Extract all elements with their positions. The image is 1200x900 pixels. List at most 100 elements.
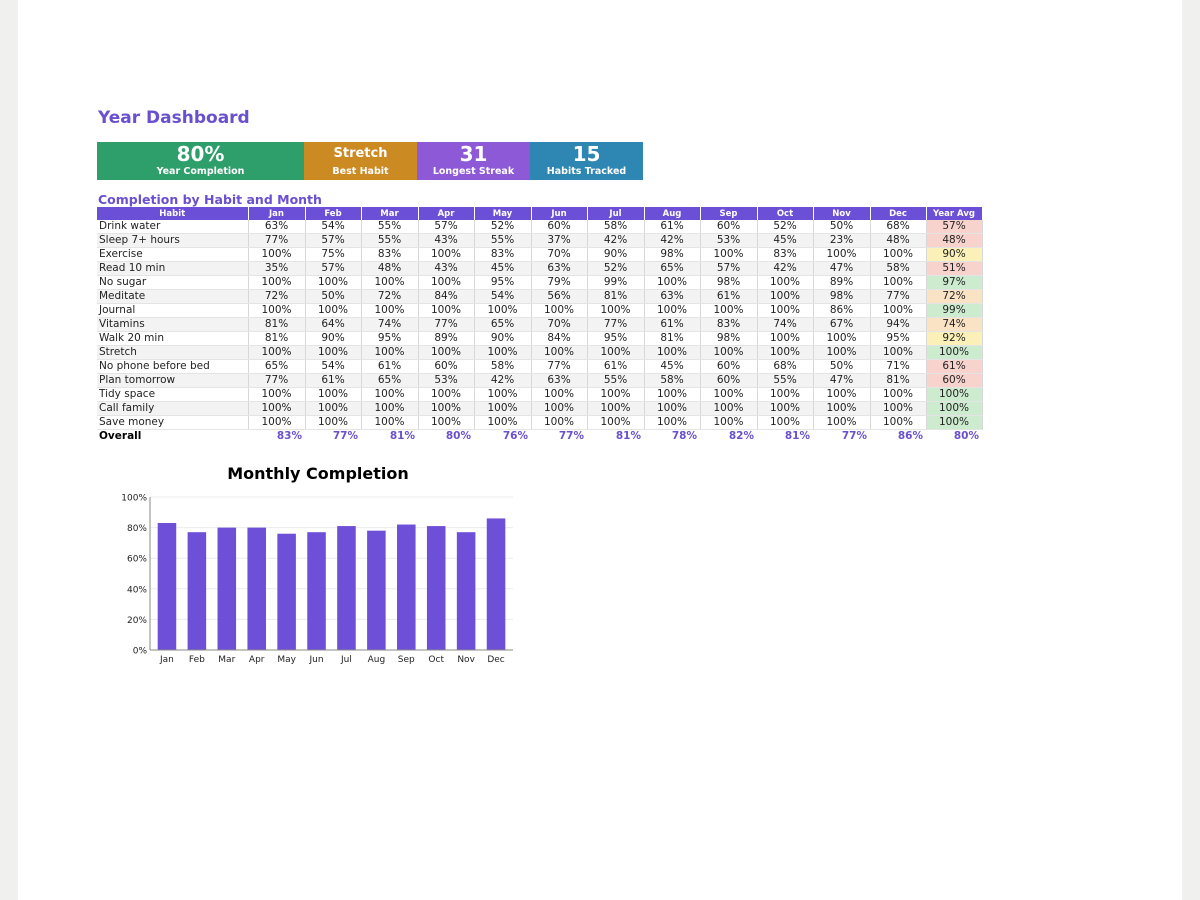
year-avg-cell: 74%: [926, 317, 983, 332]
chart-bar: [397, 524, 416, 650]
month-cell: 63%: [248, 220, 306, 234]
month-cell: 100%: [644, 415, 701, 430]
month-cell: 42%: [757, 261, 814, 276]
month-cell: 89%: [813, 275, 871, 290]
month-cell: 100%: [531, 387, 588, 402]
year-avg-cell: 100%: [926, 401, 983, 416]
monthly-completion-chart: Monthly Completion 0% 20% 40% 60% 80% 100% Jan…: [121, 464, 513, 665]
kpi-year-completion: 80% Year Completion: [97, 142, 304, 180]
chart-bar: [217, 527, 237, 650]
month-cell: 100%: [531, 345, 588, 360]
kpi-row: 80% Year Completion Stretch Best Habit 3…: [97, 142, 643, 180]
year-avg-cell: 92%: [926, 331, 983, 346]
month-cell: 37%: [531, 233, 588, 248]
kpi-habits-tracked: 15 Habits Tracked: [530, 142, 643, 180]
month-cell: 100%: [813, 401, 871, 416]
month-cell: 100%: [248, 387, 306, 402]
month-cell: 100%: [644, 401, 701, 416]
habit-name: Read 10 min: [97, 261, 249, 276]
month-cell: 100%: [813, 387, 871, 402]
month-cell: 35%: [248, 261, 306, 276]
x-tick-label: Jul: [340, 655, 352, 665]
table-header-row: Habit Jan Feb Mar Apr May Jun Jul Aug Sep Oct Nov De…: [97, 207, 983, 220]
month-cell: 100%: [757, 401, 814, 416]
month-cell: 100%: [361, 387, 419, 402]
month-cell: 100%: [361, 303, 419, 318]
overall-cell: 78%: [671, 430, 697, 442]
month-cell: 95%: [361, 331, 419, 346]
table-row: No phone before bed 65% 54% 61% 60% 58% 77% 61%…: [97, 359, 983, 374]
month-cell: 42%: [587, 233, 645, 248]
overall-cell: 77%: [841, 430, 867, 442]
year-avg-cell: 100%: [926, 387, 983, 402]
year-avg-cell: 61%: [926, 359, 983, 374]
y-tick-label: 20%: [127, 616, 147, 626]
habit-name: Tidy space: [97, 387, 249, 402]
table-row: Exercise 100% 75% 83% 100% 83% 70% 90% 98% 100% 83…: [97, 247, 983, 262]
month-cell: 74%: [361, 317, 419, 332]
overall-row: Overall 83% 77% 81% 80% 76% 77% 81% 78% 82% 81% 77%…: [97, 430, 982, 444]
month-cell: 83%: [474, 247, 532, 262]
month-cell: 77%: [587, 317, 645, 332]
chart-bars: [157, 518, 506, 650]
month-cell: 100%: [870, 401, 927, 416]
month-cell: 100%: [644, 303, 701, 318]
year-avg-cell: 100%: [926, 345, 983, 360]
month-cell: 60%: [700, 373, 758, 388]
month-cell: 100%: [474, 415, 532, 430]
month-cell: 83%: [361, 247, 419, 262]
month-cell: 99%: [587, 275, 645, 290]
overall-label: Overall: [99, 430, 142, 442]
month-cell: 58%: [587, 220, 645, 234]
column-header: Apr: [418, 207, 475, 220]
table-title: Completion by Habit and Month: [98, 192, 322, 207]
table-row: Journal 100% 100% 100% 100% 100% 100% 100% 100% 1…: [97, 303, 983, 318]
column-header: Dec: [870, 207, 927, 220]
kpi-longest-streak: 31 Longest Streak: [417, 142, 530, 180]
month-cell: 64%: [305, 317, 362, 332]
month-cell: 60%: [700, 359, 758, 374]
month-cell: 100%: [757, 415, 814, 430]
year-avg-cell: 60%: [926, 373, 983, 388]
chart-bar: [337, 526, 356, 650]
month-cell: 54%: [305, 220, 362, 234]
column-header: Jan: [248, 207, 306, 220]
month-cell: 53%: [700, 233, 758, 248]
month-cell: 98%: [644, 247, 701, 262]
month-cell: 58%: [474, 359, 532, 374]
month-cell: 47%: [813, 261, 871, 276]
overall-cell: 83%: [276, 430, 302, 442]
overall-cell: 80%: [445, 430, 471, 442]
month-cell: 75%: [305, 247, 362, 262]
month-cell: 52%: [474, 220, 532, 234]
month-cell: 54%: [305, 359, 362, 374]
month-cell: 100%: [757, 275, 814, 290]
x-tick-label: Jun: [309, 655, 324, 665]
month-cell: 100%: [870, 303, 927, 318]
month-cell: 56%: [531, 289, 588, 304]
month-cell: 65%: [361, 373, 419, 388]
month-cell: 100%: [757, 387, 814, 402]
month-cell: 100%: [474, 303, 532, 318]
chart-bar: [187, 532, 207, 650]
month-cell: 98%: [813, 289, 871, 304]
page-title: Year Dashboard: [98, 108, 250, 128]
month-cell: 60%: [531, 220, 588, 234]
month-cell: 81%: [644, 331, 701, 346]
kpi-value: 31: [459, 142, 488, 166]
month-cell: 100%: [700, 345, 758, 360]
kpi-value: 80%: [176, 142, 225, 166]
table-row: Plan tomorrow 77% 61% 65% 53% 42% 63% 55% 58% 60%…: [97, 373, 983, 388]
month-cell: 100%: [700, 387, 758, 402]
month-cell: 70%: [531, 317, 588, 332]
month-cell: 68%: [757, 359, 814, 374]
month-cell: 100%: [305, 387, 362, 402]
column-header: Sep: [700, 207, 758, 220]
month-cell: 55%: [587, 373, 645, 388]
month-cell: 100%: [813, 247, 871, 262]
habit-name: Stretch: [97, 345, 249, 360]
month-cell: 77%: [248, 233, 306, 248]
month-cell: 43%: [418, 233, 475, 248]
month-cell: 65%: [644, 261, 701, 276]
month-cell: 57%: [700, 261, 758, 276]
